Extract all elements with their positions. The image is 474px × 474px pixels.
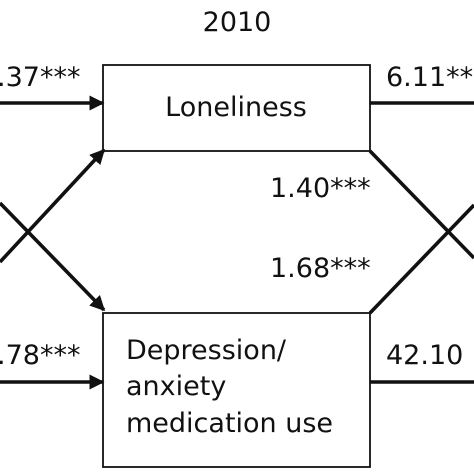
node-medication-box xyxy=(102,312,371,468)
arrow-cross-out-from-medication xyxy=(368,203,474,315)
node-medication: Depression/ anxiety medication use xyxy=(102,312,371,468)
node-medication-label-line-3: medication use xyxy=(126,408,333,439)
arrow-cross-in-to-medication xyxy=(0,201,106,312)
node-medication-label-line-1: Depression/ xyxy=(126,335,287,366)
coef-out-loneliness: 6.11** xyxy=(386,62,473,93)
coef-in-medication: .78*** xyxy=(0,340,80,371)
coef-out-medication: 42.10 xyxy=(386,340,463,371)
arrow-cross-out-from-loneliness xyxy=(368,149,474,260)
arrow-cross-in-to-loneliness xyxy=(0,148,106,264)
node-loneliness-box xyxy=(102,64,371,152)
node-loneliness: Loneliness xyxy=(102,64,371,152)
diagram-title: 2010 xyxy=(203,7,272,38)
node-loneliness-label: Loneliness xyxy=(165,92,307,123)
coef-cross-loneliness-to-medication: 1.40*** xyxy=(270,173,371,204)
coef-cross-medication-to-loneliness: 1.68*** xyxy=(270,253,371,284)
coef-in-loneliness: .37*** xyxy=(0,62,80,93)
node-medication-label-line-2: anxiety xyxy=(126,371,226,402)
